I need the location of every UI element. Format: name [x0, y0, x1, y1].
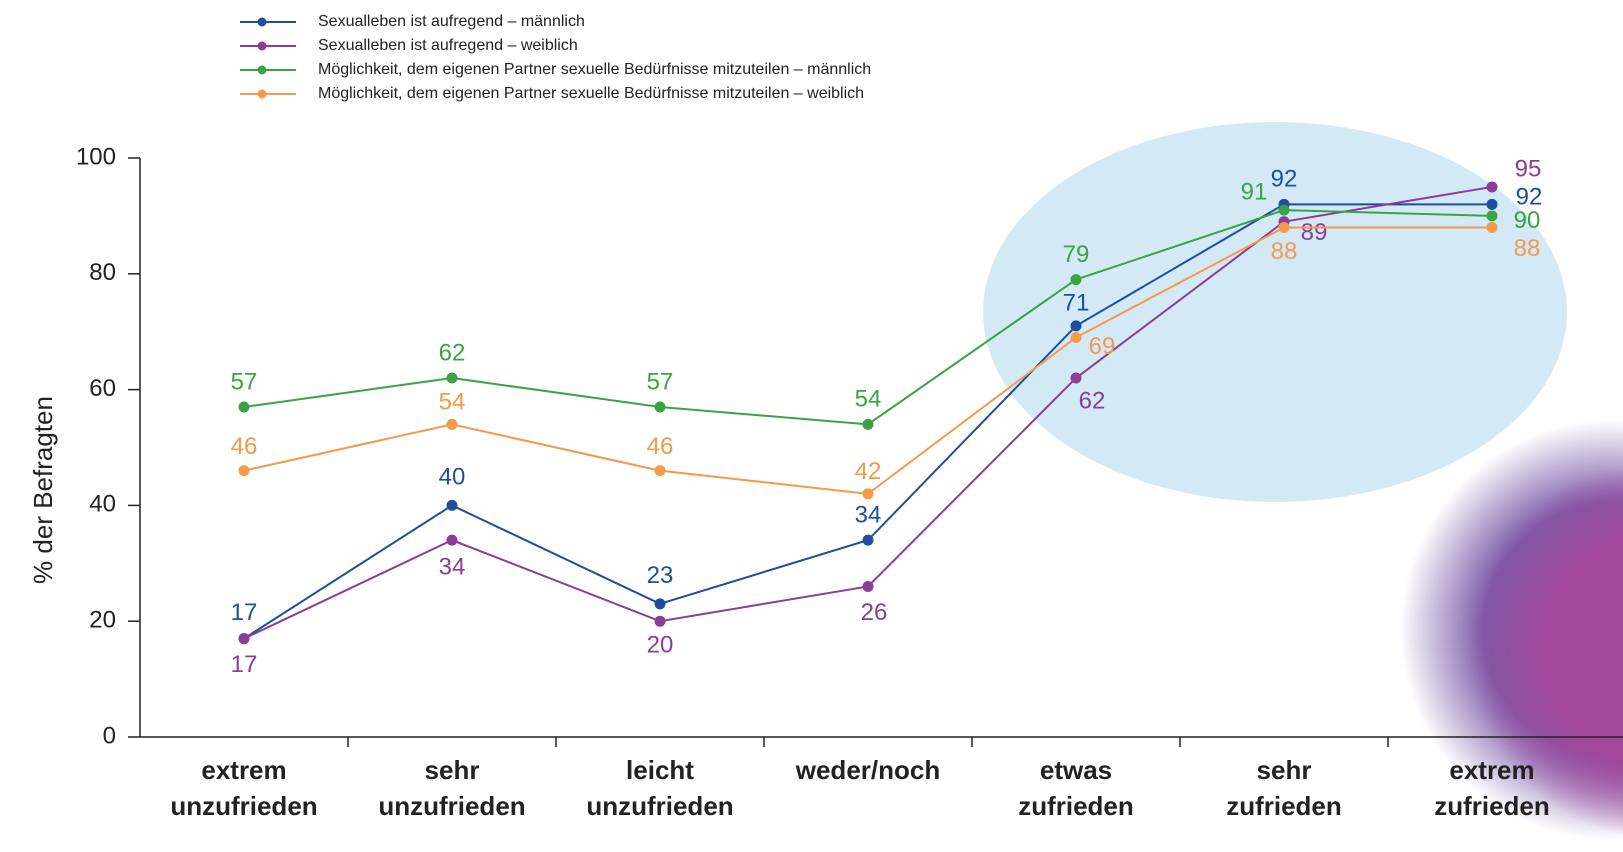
data-point — [446, 499, 458, 511]
x-tick-label: sehr zufrieden — [1226, 755, 1342, 821]
y-tick-label: 80 — [89, 259, 116, 286]
data-label: 62 — [1079, 387, 1106, 414]
data-point — [1486, 210, 1498, 222]
y-tick-label: 0 — [103, 722, 116, 749]
data-label: 79 — [1063, 241, 1090, 268]
data-point — [1486, 181, 1498, 193]
legend-label: Sexualleben ist aufregend – männlich — [318, 13, 585, 30]
data-label: 26 — [861, 599, 888, 626]
data-label: 20 — [647, 632, 674, 659]
data-point — [1070, 372, 1082, 384]
data-point — [862, 534, 874, 546]
decoration — [1470, 463, 1623, 837]
data-label: 62 — [439, 339, 466, 366]
data-point — [238, 401, 250, 413]
data-point — [654, 598, 666, 610]
data-label: 57 — [231, 368, 258, 395]
data-label: 69 — [1089, 333, 1116, 360]
data-point — [654, 465, 666, 477]
legend-marker — [257, 89, 267, 99]
data-label: 34 — [855, 501, 882, 528]
data-label: 34 — [439, 553, 466, 580]
x-tick-label: leicht unzufrieden — [586, 755, 733, 821]
data-point — [1070, 331, 1082, 343]
y-tick-label: 100 — [76, 143, 116, 170]
data-point — [1486, 221, 1498, 233]
legend-marker — [257, 17, 267, 27]
data-point — [654, 401, 666, 413]
x-tick-label: extrem unzufrieden — [170, 755, 317, 821]
data-label: 89 — [1301, 219, 1328, 246]
legend-label: Möglichkeit, dem eigenen Partner sexuell… — [318, 61, 871, 78]
data-point — [1278, 221, 1290, 233]
data-point — [446, 418, 458, 430]
data-label: 54 — [439, 389, 466, 416]
data-point — [1070, 274, 1082, 286]
data-point — [1070, 320, 1082, 332]
x-tick-label: extrem zufrieden — [1434, 755, 1550, 821]
x-tick-label: weder/noch — [795, 755, 940, 785]
data-label: 17 — [231, 599, 258, 626]
data-label: 17 — [231, 651, 258, 678]
data-point — [446, 534, 458, 546]
data-label: 42 — [855, 458, 882, 485]
data-point — [1278, 204, 1290, 216]
data-label: 57 — [647, 368, 674, 395]
data-label: 95 — [1515, 155, 1542, 182]
data-label: 92 — [1271, 166, 1298, 193]
data-point — [862, 488, 874, 500]
data-label: 40 — [439, 464, 466, 491]
data-point — [238, 465, 250, 477]
data-label: 46 — [647, 433, 674, 460]
data-label: 90 — [1514, 207, 1541, 234]
data-point — [654, 615, 666, 627]
legend-label: Sexualleben ist aufregend – weiblich — [318, 37, 578, 54]
x-tick-label: etwas zufrieden — [1018, 755, 1134, 821]
legend-label: Möglichkeit, dem eigenen Partner sexuell… — [318, 85, 864, 102]
data-label: 54 — [855, 386, 882, 413]
legend-marker — [257, 65, 267, 75]
data-point — [238, 633, 250, 645]
data-point — [862, 580, 874, 592]
data-point — [446, 372, 458, 384]
x-tick-label: sehr unzufrieden — [378, 755, 525, 821]
data-label: 88 — [1514, 235, 1541, 262]
data-label: 91 — [1241, 178, 1268, 205]
highlight — [983, 122, 1567, 502]
data-point — [1486, 198, 1498, 210]
data-label: 23 — [647, 562, 674, 589]
y-tick-label: 20 — [89, 607, 116, 634]
data-label: 71 — [1063, 289, 1090, 316]
data-label: 46 — [231, 433, 258, 460]
data-point — [862, 418, 874, 430]
y-tick-label: 40 — [89, 491, 116, 518]
data-label: 92 — [1516, 184, 1543, 211]
y-tick-label: 60 — [89, 375, 116, 402]
data-label: 88 — [1271, 238, 1298, 265]
legend-marker — [257, 41, 267, 51]
y-axis-title: % der Befragten — [28, 396, 58, 584]
